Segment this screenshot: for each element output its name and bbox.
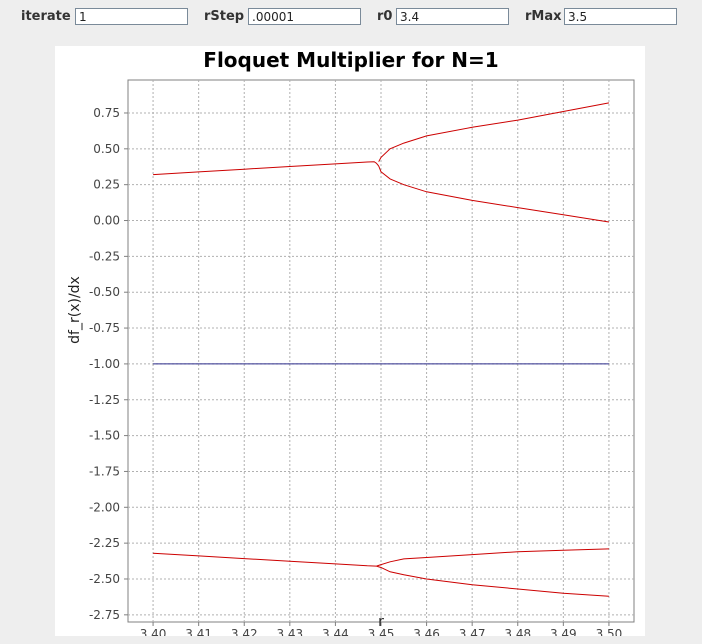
y-tick-label: -2.50 xyxy=(89,572,120,586)
y-tick-label: -1.50 xyxy=(89,429,120,443)
y-tick-label: -1.00 xyxy=(89,357,120,371)
y-tick-label: -1.75 xyxy=(89,464,120,478)
y-tick-label: -0.25 xyxy=(89,249,120,263)
chart-title: Floquet Multiplier for N=1 xyxy=(203,48,498,72)
x-tick-label: 3.47 xyxy=(459,627,486,636)
r0-label: r0 xyxy=(377,9,393,24)
y-tick-label: 0.00 xyxy=(93,214,120,228)
multiplier-branch-line xyxy=(153,161,380,176)
iterate-input[interactable] xyxy=(75,8,188,25)
y-tick-label: 0.50 xyxy=(93,142,120,156)
multiplier-branch-line xyxy=(153,552,377,567)
y-tick-label: -1.25 xyxy=(89,393,120,407)
x-tick-label: 3.49 xyxy=(550,627,577,636)
y-tick-label: -0.75 xyxy=(89,321,120,335)
multiplier-branch-line xyxy=(376,548,609,567)
x-tick-label: 3.41 xyxy=(185,627,212,636)
chart-panel: Floquet Multiplier for N=1 3.40 3.41 3.42 3… xyxy=(55,46,645,641)
x-tick-label: 3.40 xyxy=(140,627,167,636)
y-tick-label: 0.75 xyxy=(93,106,120,120)
y-axis-label: df_r(x)/dx xyxy=(67,276,83,344)
control-toolbar: iterate rStep r0 rMax xyxy=(0,0,702,36)
rmax-input[interactable] xyxy=(564,8,677,25)
grid-lines xyxy=(128,80,634,622)
floquet-chart: Floquet Multiplier for N=1 3.40 3.41 3.42 3… xyxy=(67,48,635,641)
x-tick-label: 3.42 xyxy=(231,627,258,636)
plot-area xyxy=(127,79,635,623)
x-tick-label: 3.46 xyxy=(413,627,440,636)
r0-input[interactable] xyxy=(396,8,509,25)
rmax-label: rMax xyxy=(525,9,562,24)
iterate-label: iterate xyxy=(21,9,71,24)
x-tick-label: 3.50 xyxy=(596,627,623,636)
multiplier-branch-line xyxy=(378,165,609,223)
y-tick-label: -2.25 xyxy=(89,536,120,550)
y-tick-label: -2.00 xyxy=(89,500,120,514)
multiplier-branch-line xyxy=(378,102,609,162)
rstep-label: rStep xyxy=(204,9,245,24)
y-tick-label: -2.75 xyxy=(89,608,120,622)
series-lines xyxy=(153,102,609,597)
y-tick-label: 0.25 xyxy=(93,178,120,192)
multiplier-branch-line xyxy=(376,565,609,597)
x-tick-label: 3.48 xyxy=(504,627,531,636)
y-tick-label: -0.50 xyxy=(89,285,120,299)
rstep-input[interactable] xyxy=(248,8,361,25)
x-axis-label: r xyxy=(378,614,384,630)
x-tick-label: 3.44 xyxy=(322,627,349,636)
x-tick-label: 3.43 xyxy=(276,627,303,636)
